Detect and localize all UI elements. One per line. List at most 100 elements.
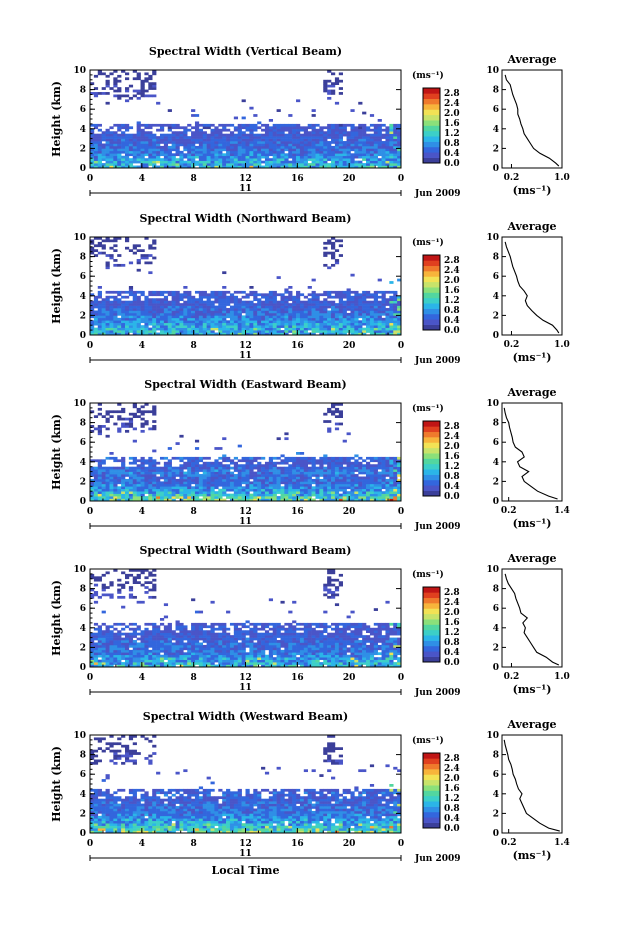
heatmap-cell — [249, 293, 254, 297]
heatmap-cell — [272, 148, 277, 152]
heatmap-cell — [245, 496, 250, 499]
heatmap-cell — [171, 300, 176, 304]
heatmap-cell — [284, 165, 289, 169]
heatmap-cell — [233, 456, 239, 460]
heatmap-cell — [311, 464, 316, 467]
heatmap-cell — [163, 317, 169, 321]
heatmap-cell — [307, 488, 312, 492]
heatmap-cell — [346, 469, 351, 472]
heatmap-cell — [105, 79, 110, 83]
heatmap-cell — [229, 310, 235, 314]
heatmap-cell — [264, 128, 270, 132]
heatmap-cell — [163, 315, 169, 319]
heatmap-cell — [222, 295, 227, 299]
heatmap-cell — [179, 466, 184, 470]
heatmap-cell — [140, 293, 145, 297]
heatmap-cell — [346, 662, 351, 665]
heatmap-cell — [105, 434, 110, 438]
heatmap-cell — [257, 153, 262, 157]
heatmap-cell — [206, 486, 211, 490]
heatmap-cell — [90, 498, 95, 502]
heatmap-cell — [128, 420, 134, 423]
heatmap-cell — [327, 305, 332, 309]
heatmap-cell — [132, 136, 137, 139]
heatmap-cell — [249, 123, 254, 127]
heatmap-cell — [93, 136, 99, 139]
heatmap-cell — [202, 496, 207, 499]
heatmap-cell — [194, 305, 200, 309]
heatmap-cell — [198, 300, 204, 304]
heatmap-cell — [128, 133, 134, 137]
heatmap-cell — [113, 459, 118, 463]
heatmap-cell — [245, 330, 250, 333]
heatmap-cell — [389, 303, 394, 306]
heatmap-cell — [369, 327, 375, 331]
heatmap-cell — [350, 498, 355, 502]
heatmap-cell — [175, 486, 180, 490]
heatmap-cell — [334, 493, 340, 497]
heatmap-cell — [136, 317, 141, 321]
heatmap-cell — [319, 300, 324, 304]
heatmap-cell — [198, 128, 204, 132]
heatmap-cell — [397, 138, 402, 142]
heatmap-cell — [226, 476, 231, 480]
heatmap-cell — [253, 481, 258, 485]
heatmap-cell — [276, 317, 281, 321]
heatmap-cell — [358, 128, 363, 132]
heatmap-cell — [175, 466, 180, 470]
heatmap-cell — [101, 163, 106, 166]
heatmap-cell — [229, 158, 235, 161]
heatmap-cell — [385, 481, 390, 485]
average-y-tick-label: 0 — [493, 164, 499, 174]
heatmap-cell — [117, 498, 122, 502]
heatmap-cell — [245, 295, 250, 299]
heatmap-cell — [97, 432, 102, 436]
heatmap-cell — [362, 158, 367, 161]
heatmap-cell — [105, 327, 110, 331]
heatmap-cell — [389, 145, 394, 149]
heatmap-cell — [117, 491, 122, 494]
heatmap-cell — [350, 312, 355, 316]
heatmap-cell — [218, 123, 223, 127]
heatmap-cell — [121, 303, 126, 306]
heatmap-cell — [218, 447, 223, 450]
heatmap-cell — [136, 290, 141, 294]
heatmap-cell — [144, 133, 149, 137]
heatmap-cell — [346, 478, 351, 482]
heatmap-cell — [148, 469, 153, 472]
heatmap-cell — [366, 155, 371, 159]
heatmap-cell — [296, 133, 301, 137]
heatmap-cell — [377, 165, 382, 169]
heatmap-cell — [334, 476, 340, 480]
x-tick-label: 0 — [87, 174, 93, 184]
heatmap-cell — [284, 664, 289, 668]
heatmap-cell — [362, 478, 367, 482]
heatmap-cell — [202, 308, 207, 311]
heatmap-cell — [299, 498, 305, 502]
heatmap-cell — [369, 657, 375, 660]
heatmap-cell — [307, 155, 312, 159]
heatmap-cell — [331, 498, 336, 502]
heatmap-cell — [373, 155, 378, 159]
heatmap-cell — [105, 466, 110, 470]
heatmap-cell — [171, 153, 176, 157]
heatmap-cell — [319, 143, 324, 147]
heatmap-cell — [331, 141, 336, 144]
heatmap-cell — [121, 141, 126, 144]
heatmap-cell — [152, 420, 157, 423]
heatmap-cell — [136, 496, 141, 499]
colorbar-tick-label: 1.2 — [444, 462, 460, 472]
heatmap-cell — [354, 290, 359, 294]
heatmap-cell — [214, 128, 219, 132]
heatmap-cell — [128, 315, 134, 319]
heatmap-cell — [152, 72, 157, 76]
heatmap-cell — [105, 160, 110, 164]
heatmap-cell — [167, 150, 172, 154]
heatmap-cell — [303, 657, 308, 660]
heatmap-cell — [385, 298, 390, 301]
heatmap-cell — [167, 478, 172, 482]
heatmap-cell — [257, 469, 262, 472]
heatmap-cell — [350, 143, 355, 147]
heatmap-cell — [292, 141, 297, 144]
heatmap-cell — [342, 158, 347, 161]
